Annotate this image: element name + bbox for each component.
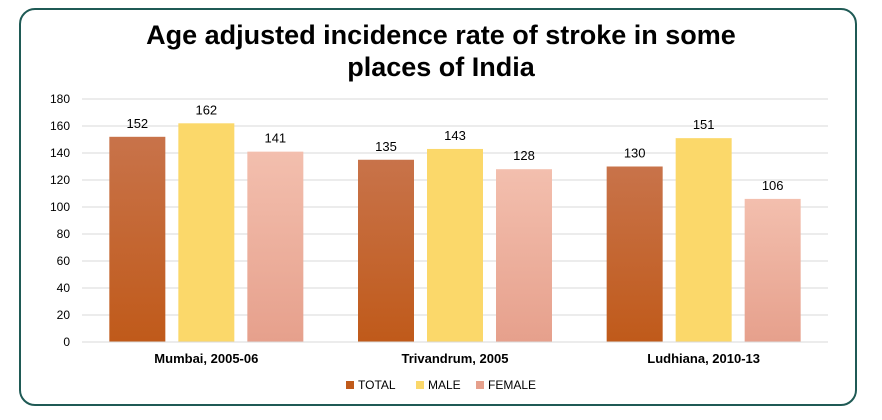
y-tick-label: 20 — [57, 308, 71, 322]
y-tick-label: 140 — [50, 146, 70, 160]
bar-total — [358, 159, 414, 342]
bar-male — [178, 123, 235, 342]
bar-female — [247, 151, 304, 342]
legend-swatch-male — [416, 381, 424, 389]
bar-female — [744, 198, 801, 342]
bar-male — [427, 148, 483, 342]
legend-label-total: TOTAL — [358, 378, 396, 392]
data-label: 128 — [513, 148, 535, 163]
legend-label-male: MALE — [428, 378, 461, 392]
data-labels: 152 162 141 135 143 128 130 151 106 — [126, 102, 783, 193]
y-tick-label: 60 — [57, 254, 71, 268]
bars — [109, 123, 801, 342]
y-tick-label: 120 — [50, 173, 70, 187]
chart-title: Age adjusted incidence rate of stroke in… — [146, 20, 736, 82]
x-axis: Mumbai, 2005-06 Trivandrum, 2005 Ludhiana,… — [82, 341, 828, 366]
x-category-label: Mumbai, 2005-06 — [154, 351, 258, 366]
bar-female — [496, 169, 552, 342]
legend-swatch-total — [346, 381, 354, 389]
y-tick-label: 180 — [50, 92, 70, 106]
y-tick-label: 80 — [57, 227, 71, 241]
bar-total — [606, 166, 663, 342]
legend: TOTAL MALE FEMALE — [346, 378, 536, 392]
y-tick-label: 160 — [50, 119, 70, 133]
data-label: 141 — [264, 131, 286, 146]
bar-total — [109, 136, 166, 342]
x-category-label: Trivandrum, 2005 — [402, 351, 509, 366]
legend-swatch-female — [476, 381, 484, 389]
legend-label-female: FEMALE — [488, 378, 536, 392]
data-label: 135 — [375, 139, 397, 154]
data-label: 152 — [126, 116, 148, 131]
data-label: 106 — [762, 178, 784, 193]
data-label: 151 — [693, 117, 715, 132]
y-tick-label: 0 — [63, 335, 70, 349]
data-label: 143 — [444, 128, 466, 143]
data-label: 162 — [195, 102, 217, 117]
bar-male — [675, 138, 732, 342]
y-tick-label: 40 — [57, 281, 71, 295]
data-label: 130 — [624, 146, 646, 161]
y-axis: 0 20 40 60 80 100 120 140 160 180 — [50, 92, 70, 349]
chart-title-line-2: places of India — [347, 52, 536, 82]
x-category-label: Ludhiana, 2010-13 — [647, 351, 760, 366]
chart-title-line-1: Age adjusted incidence rate of stroke in… — [146, 20, 736, 50]
y-tick-label: 100 — [50, 200, 70, 214]
